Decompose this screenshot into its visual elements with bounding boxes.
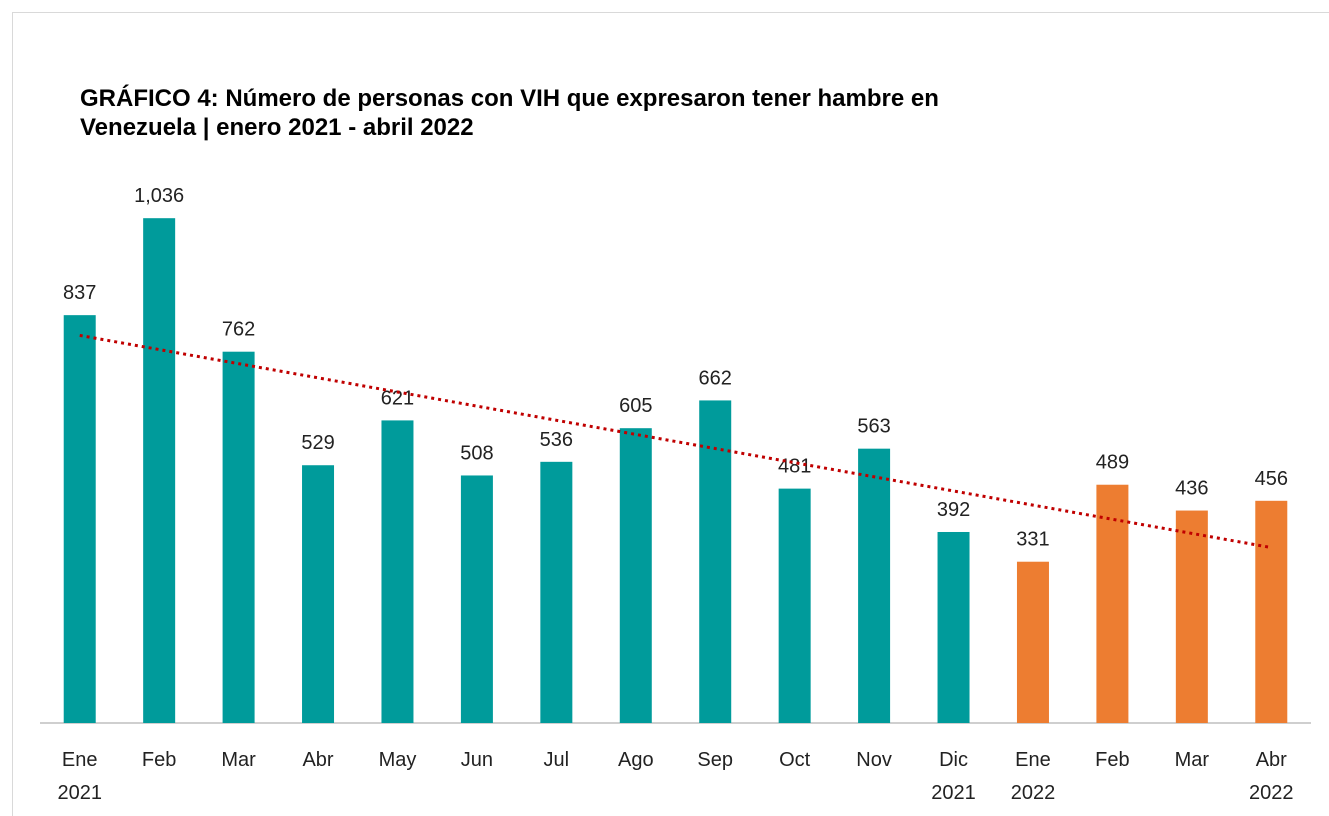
x-tick-label: Mar bbox=[221, 749, 256, 771]
bar bbox=[937, 531, 970, 723]
x-tick-label: May bbox=[378, 749, 417, 771]
bar bbox=[143, 218, 176, 723]
value-label: 392 bbox=[937, 499, 970, 521]
chart-title: GRÁFICO 4: Número de personas con VIH qu… bbox=[80, 85, 939, 141]
x-tick-label: Feb bbox=[1095, 749, 1130, 771]
trendline bbox=[79, 333, 1272, 550]
bar bbox=[778, 488, 811, 723]
value-label: 331 bbox=[1016, 529, 1049, 551]
x-tick-label: Ene 2022 bbox=[1010, 749, 1056, 804]
x-tick-label: Ago bbox=[617, 749, 654, 771]
x-tick-label: Sep bbox=[697, 749, 734, 771]
bar bbox=[302, 465, 335, 723]
value-label: 563 bbox=[857, 416, 890, 438]
value-label: 536 bbox=[540, 429, 573, 451]
value-label: 762 bbox=[222, 319, 255, 341]
value-label: 436 bbox=[1175, 478, 1208, 500]
bar bbox=[699, 400, 732, 723]
frame bbox=[12, 12, 1329, 816]
value-label: 481 bbox=[778, 456, 811, 478]
x-tick-label: Abr 2022 bbox=[1249, 749, 1294, 804]
bar bbox=[460, 475, 493, 723]
value-label: 605 bbox=[619, 395, 652, 417]
bar bbox=[63, 315, 96, 723]
x-tick-label: Abr bbox=[302, 749, 334, 771]
value-label: 1,036 bbox=[134, 185, 184, 207]
bar bbox=[381, 420, 414, 723]
x-tick-label: Dic 2021 bbox=[931, 749, 976, 804]
x-tick-label: Oct bbox=[779, 749, 811, 771]
x-tick-label: Ene 2021 bbox=[57, 749, 102, 804]
x-tick-label: Feb bbox=[141, 749, 177, 771]
x-tick-label: Jul bbox=[543, 749, 570, 771]
bar bbox=[1096, 484, 1129, 723]
value-label: 529 bbox=[301, 432, 334, 454]
bar bbox=[222, 351, 255, 723]
value-label: 837 bbox=[63, 282, 96, 304]
bar bbox=[619, 428, 652, 723]
bar bbox=[1255, 500, 1288, 723]
x-tick-label: Mar bbox=[1174, 749, 1210, 771]
bar bbox=[1175, 510, 1208, 723]
value-label: 662 bbox=[699, 367, 732, 389]
bar bbox=[540, 461, 573, 723]
x-tick-label: Jun bbox=[460, 749, 494, 771]
value-label: 489 bbox=[1096, 452, 1129, 474]
x-tick-label: Nov bbox=[856, 749, 892, 771]
bar bbox=[1016, 561, 1049, 723]
value-label: 508 bbox=[460, 442, 493, 464]
value-label: 456 bbox=[1255, 468, 1288, 490]
bar bbox=[858, 448, 891, 723]
